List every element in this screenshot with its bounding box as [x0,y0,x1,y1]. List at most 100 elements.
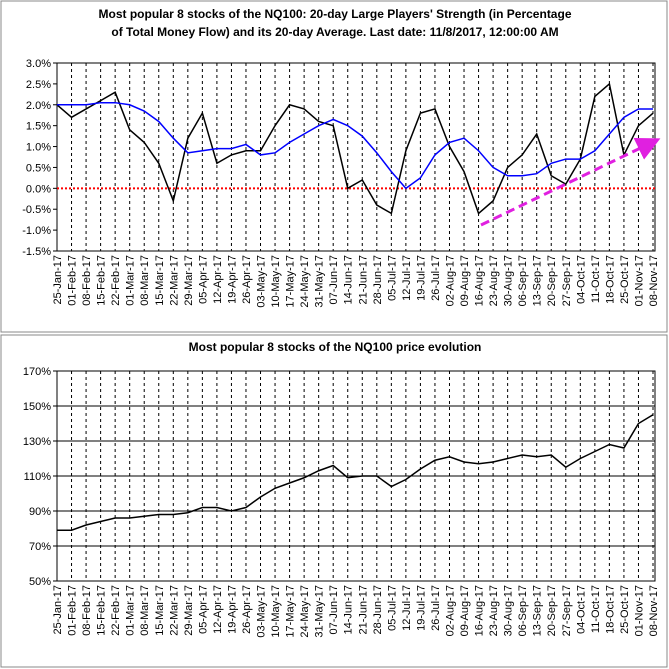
x-tick-label: 06-Sep-17 [517,585,529,636]
x-tick-label: 20-Sep-17 [546,255,558,306]
y-tick-label: 70% [29,541,51,553]
x-tick-label: 14-Jun-17 [343,585,355,635]
x-tick-label: 21-Jun-17 [357,255,369,305]
x-tick-label: 08-Mar-17 [139,255,151,306]
x-tick-label: 05-Apr-17 [197,585,209,634]
x-tick-label: 23-Aug-17 [488,585,500,636]
x-tick-label: 24-May-17 [299,255,311,308]
x-tick-label: 03-May-17 [256,585,268,638]
x-tick-label: 11-Oct-17 [590,255,602,303]
series-line [57,414,654,531]
chart: Most popular 8 stocks of the NQ100: 20-d… [22,7,660,308]
x-tick-label: 19-Apr-17 [226,585,238,634]
x-tick-label: 19-Jul-17 [415,255,427,301]
y-tick-label: 50% [29,576,51,588]
y-tick-label: 2.0% [26,100,51,112]
y-tick-label: 110% [24,471,52,483]
x-tick-label: 07-Jun-17 [328,255,340,305]
x-tick-label: 30-Aug-17 [503,255,515,306]
y-tick-label: -0.5% [22,204,51,216]
x-tick-label: 28-Jun-17 [372,585,384,635]
x-tick-label: 29-Mar-17 [183,585,195,636]
x-tick-label: 03-May-17 [256,255,268,308]
x-tick-label: 13-Sep-17 [532,255,544,306]
x-tick-label: 27-Sep-17 [561,585,573,636]
x-tick-label: 25-Jan-17 [52,255,64,305]
x-tick-label: 01-Mar-17 [125,255,137,306]
x-tick-label: 06-Sep-17 [517,255,529,306]
x-tick-label: 17-May-17 [285,585,297,638]
x-tick-label: 02-Aug-17 [444,255,456,306]
y-tick-label: 0.5% [26,162,51,174]
x-tick-label: 20-Sep-17 [546,585,558,636]
y-tick-label: 130% [23,436,51,448]
x-tick-label: 12-Apr-17 [212,585,224,634]
y-tick-label: 1.5% [26,121,51,133]
x-tick-label: 28-Jun-17 [372,255,384,305]
x-tick-label: 30-Aug-17 [503,585,515,636]
x-tick-label: 22-Feb-17 [110,255,122,306]
x-tick-label: 21-Jun-17 [357,585,369,635]
x-tick-label: 15-Mar-17 [154,255,166,306]
x-tick-label: 17-May-17 [285,255,297,308]
x-tick-label: 05-Apr-17 [197,255,209,304]
x-tick-label: 10-May-17 [270,255,282,308]
x-tick-label: 08-Feb-17 [81,585,93,636]
chart-title: of Total Money Flow) and its 20-day Aver… [111,25,558,39]
series-line [57,101,653,190]
x-tick-label: 05-Jul-17 [386,255,398,301]
x-tick-label: 24-May-17 [299,585,311,638]
x-tick-label: 08-Nov-17 [648,255,660,306]
x-tick-label: 12-Jul-17 [401,585,413,631]
x-tick-label: 26-Apr-17 [241,255,253,304]
x-tick-label: 27-Sep-17 [561,255,573,306]
y-tick-label: 0.0% [26,183,51,195]
y-tick-label: -1.0% [22,225,51,237]
x-tick-label: 22-Mar-17 [168,255,180,306]
x-tick-label: 12-Jul-17 [401,255,413,301]
y-tick-label: 150% [23,401,51,413]
x-tick-label: 01-Mar-17 [125,585,137,636]
x-tick-label: 18-Oct-17 [604,585,616,634]
x-tick-label: 01-Nov-17 [633,585,645,636]
x-tick-label: 10-May-17 [270,585,282,638]
series-line [56,82,654,215]
y-tick-label: 2.5% [26,79,51,91]
x-tick-label: 08-Nov-17 [648,585,660,636]
x-tick-label: 09-Aug-17 [459,255,471,306]
x-tick-label: 26-Apr-17 [241,585,253,634]
chart-title: Most popular 8 stocks of the NQ100: 20-d… [99,7,572,21]
x-tick-label: 25-Oct-17 [619,585,631,634]
x-tick-label: 01-Nov-17 [633,255,645,306]
x-tick-label: 01-Feb-17 [67,255,79,306]
x-tick-label: 14-Jun-17 [343,255,355,305]
x-tick-label: 13-Sep-17 [532,585,544,636]
x-tick-label: 22-Feb-17 [110,585,122,636]
x-tick-label: 16-Aug-17 [474,255,486,306]
x-tick-label: 02-Aug-17 [444,585,456,636]
x-tick-label: 23-Aug-17 [488,255,500,306]
x-tick-label: 18-Oct-17 [604,255,616,304]
x-tick-label: 19-Apr-17 [226,255,238,304]
x-tick-label: 31-May-17 [314,585,326,638]
y-tick-label: 170% [23,366,51,378]
x-tick-label: 04-Oct-17 [575,255,587,304]
y-tick-label: -1.5% [22,246,51,258]
x-tick-label: 22-Mar-17 [168,585,180,636]
x-tick-label: 08-Feb-17 [81,255,93,306]
y-tick-label: 1.0% [26,142,51,154]
chart-title: Most popular 8 stocks of the NQ100 price… [189,340,482,354]
x-tick-label: 31-May-17 [314,255,326,308]
x-tick-label: 16-Aug-17 [474,585,486,636]
x-tick-label: 19-Jul-17 [415,585,427,631]
x-tick-label: 09-Aug-17 [459,585,471,636]
x-tick-label: 05-Jul-17 [386,585,398,631]
x-tick-label: 01-Feb-17 [67,585,79,636]
y-tick-label: 90% [29,506,51,518]
x-tick-label: 25-Oct-17 [619,255,631,304]
x-tick-label: 11-Oct-17 [590,585,602,633]
x-tick-label: 15-Feb-17 [96,255,108,306]
x-tick-label: 07-Jun-17 [328,585,340,635]
x-tick-label: 08-Mar-17 [139,585,151,636]
